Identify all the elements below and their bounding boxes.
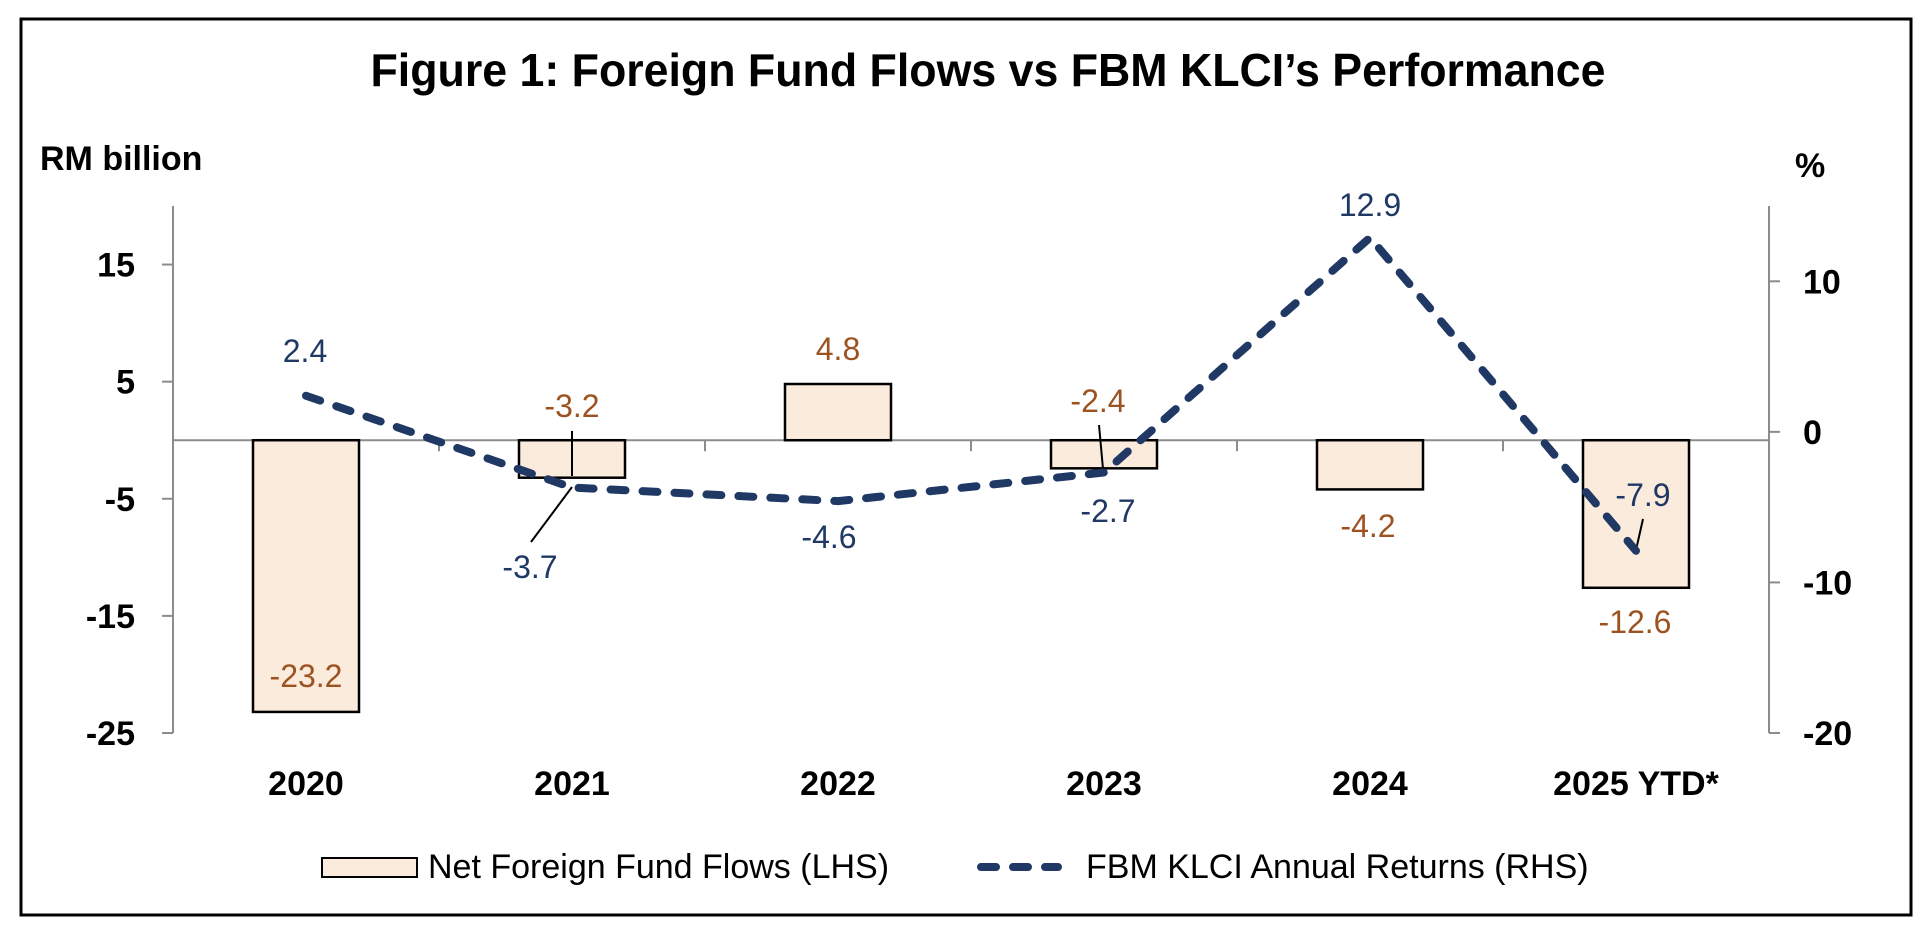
category-label: 2025 YTD* xyxy=(1553,765,1719,803)
chart-title: Figure 1: Foreign Fund Flows vs FBM KLCI… xyxy=(371,44,1606,96)
bar-2024 xyxy=(1315,438,1425,491)
bar-2025-ytd- xyxy=(1581,438,1691,590)
category-label: 2020 xyxy=(268,765,344,803)
bar-value-label: -3.2 xyxy=(544,388,599,424)
category-label: 2023 xyxy=(1066,765,1142,803)
leader-line xyxy=(530,486,573,543)
legend-line-label: FBM KLCI Annual Returns (RHS) xyxy=(1086,848,1589,886)
line-value-label: -7.9 xyxy=(1615,477,1670,513)
line-value-label: -4.6 xyxy=(801,519,856,555)
line-series xyxy=(302,233,1640,555)
leader-line xyxy=(1635,518,1644,551)
legend: Net Foreign Fund Flows (LHS) FBM KLCI An… xyxy=(321,848,1589,886)
data-labels: -23.2 -3.2 4.8 -2.4 -4.2 -12.6 2.4 -3.7 -4.6 -2.7… xyxy=(270,187,1672,694)
axes: 15 5 -5 -15 -25 10 0 -10 -20 xyxy=(86,206,1852,753)
left-axis-tick-label: 15 xyxy=(97,247,135,285)
left-axis-tick-label: 5 xyxy=(116,364,135,402)
right-axis-tick-label: -10 xyxy=(1803,564,1852,602)
right-axis-unit-label: % xyxy=(1795,147,1825,185)
bar-2023 xyxy=(1049,438,1159,470)
category-label: 2021 xyxy=(534,765,610,803)
left-axis-tick-label: -15 xyxy=(86,598,135,636)
category-label: 2024 xyxy=(1332,765,1408,803)
bar-2022 xyxy=(783,382,893,442)
bars-series xyxy=(251,382,1691,714)
leader-lines xyxy=(530,424,1644,551)
bar-value-label: -4.2 xyxy=(1340,508,1395,544)
klci-returns-line xyxy=(302,233,1640,555)
bar-2020 xyxy=(251,438,361,714)
left-axis-tick-label: -5 xyxy=(105,481,135,519)
right-axis-tick-label: 10 xyxy=(1803,263,1841,301)
leader-line xyxy=(1098,424,1104,470)
category-labels: 2020 2021 2022 2023 2024 2025 YTD* xyxy=(268,765,1719,803)
right-axis-tick-label: 0 xyxy=(1803,414,1822,452)
category-label: 2022 xyxy=(800,765,876,803)
legend-bar-label: Net Foreign Fund Flows (LHS) xyxy=(428,848,889,886)
left-axis-unit-label: RM billion xyxy=(40,140,202,178)
line-value-label: 2.4 xyxy=(283,333,327,369)
line-value-label: 12.9 xyxy=(1339,187,1401,223)
bar-value-label: -2.4 xyxy=(1070,383,1125,419)
bar-value-label: -23.2 xyxy=(270,658,343,694)
right-axis-tick-label: -20 xyxy=(1803,715,1852,753)
left-axis-tick-label: -25 xyxy=(86,715,135,753)
legend-bar-swatch xyxy=(321,857,418,878)
bar-value-label: -12.6 xyxy=(1599,604,1672,640)
bar-value-label: 4.8 xyxy=(816,331,860,367)
line-value-label: -3.7 xyxy=(502,549,557,585)
line-value-label: -2.7 xyxy=(1080,493,1135,529)
